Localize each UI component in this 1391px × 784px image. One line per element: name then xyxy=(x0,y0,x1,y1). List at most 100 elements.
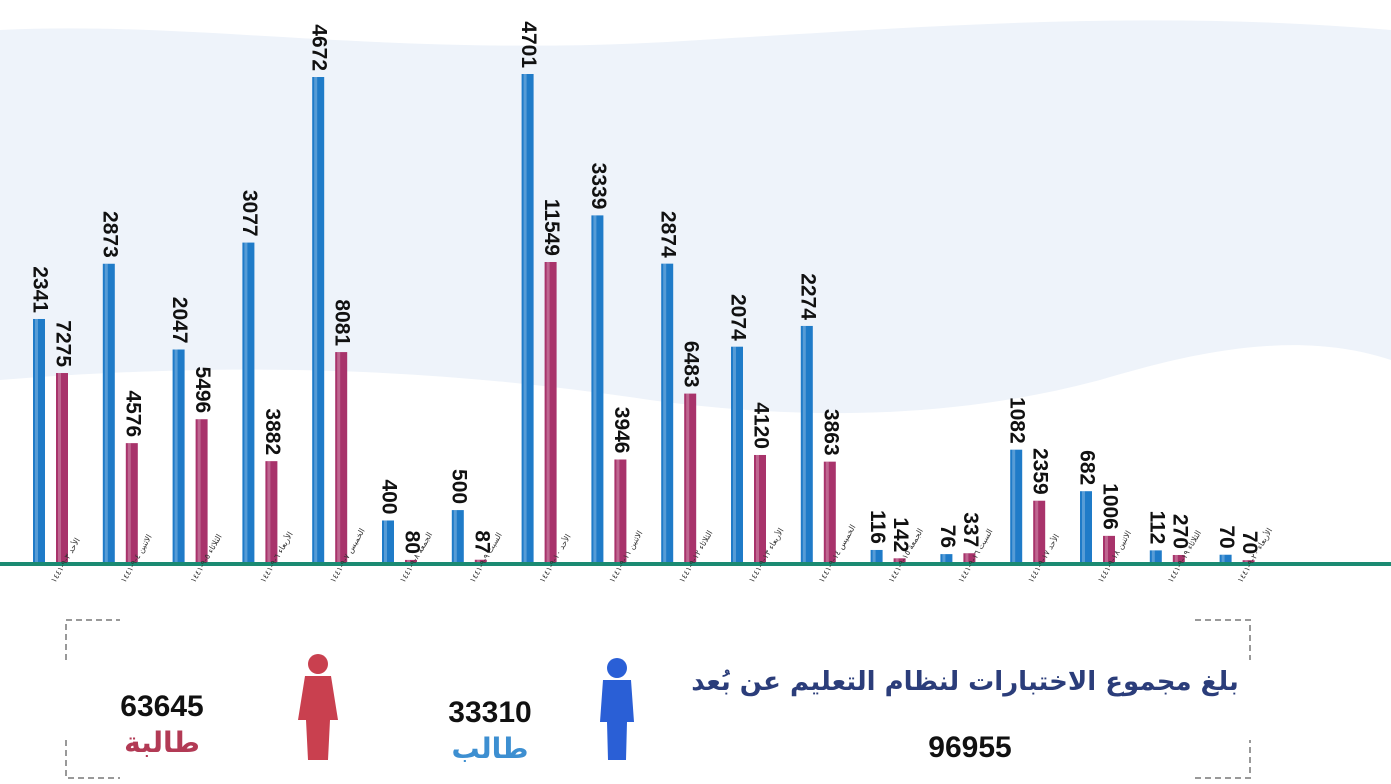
bar xyxy=(452,510,464,562)
bar-highlight xyxy=(826,462,829,562)
value-label: 76 xyxy=(936,525,959,548)
bar xyxy=(56,373,68,562)
value-label: 1006 xyxy=(1098,483,1121,530)
bar xyxy=(126,443,138,562)
bar xyxy=(33,319,45,562)
bar-highlight xyxy=(524,74,527,562)
bar-highlight xyxy=(663,264,666,562)
value-label: 7275 xyxy=(51,320,74,367)
value-label: 2274 xyxy=(796,273,819,320)
bar xyxy=(614,459,626,562)
bar-highlight xyxy=(267,461,270,562)
value-label: 2873 xyxy=(98,211,121,258)
value-label: 5496 xyxy=(191,367,214,414)
bar-highlight xyxy=(128,443,131,562)
value-label: 3339 xyxy=(587,163,610,210)
value-label: 2359 xyxy=(1029,448,1052,495)
grand-total: 96955 xyxy=(928,731,1011,764)
value-label: 2874 xyxy=(657,211,680,258)
bar-highlight xyxy=(547,262,550,562)
bar xyxy=(871,550,883,562)
bar xyxy=(591,215,603,562)
value-label: 6483 xyxy=(680,341,703,388)
value-label: 400 xyxy=(377,479,400,514)
value-label: 2074 xyxy=(726,294,749,341)
bar-highlight xyxy=(873,550,876,562)
bar xyxy=(824,462,836,562)
bar xyxy=(103,264,115,562)
bar xyxy=(173,350,185,562)
bar-highlight xyxy=(733,347,736,562)
bar-highlight xyxy=(58,373,61,562)
bar xyxy=(1080,491,1092,562)
bar xyxy=(731,347,743,562)
male-label: طالب xyxy=(451,732,528,765)
bar xyxy=(545,262,557,562)
female-icon xyxy=(298,654,338,760)
value-label: 682 xyxy=(1075,450,1098,485)
bar-highlight xyxy=(198,419,201,562)
value-label: 4672 xyxy=(308,24,331,71)
bar-highlight xyxy=(803,326,806,562)
bar-highlight xyxy=(593,215,596,562)
bar xyxy=(801,326,813,562)
bar xyxy=(312,77,324,562)
summary-title: بلغ مجموع الاختبارات لنظام التعليم عن بُ… xyxy=(691,667,1239,697)
bar-highlight xyxy=(756,455,759,562)
bar-highlight xyxy=(1152,550,1155,562)
bar-highlight xyxy=(454,510,457,562)
bar-highlight xyxy=(1035,501,1038,562)
bar-highlight xyxy=(942,554,945,562)
value-label: 8081 xyxy=(331,299,354,346)
bar xyxy=(1220,555,1232,562)
bar-highlight xyxy=(1082,491,1085,562)
bar xyxy=(335,352,347,562)
value-label: 3077 xyxy=(238,190,261,237)
bar xyxy=(196,419,208,562)
bar xyxy=(242,243,254,562)
bar-highlight xyxy=(1012,450,1015,562)
female-label: طالبة xyxy=(124,726,200,759)
value-label: 3863 xyxy=(819,409,842,456)
bar-highlight xyxy=(244,243,247,562)
bar-highlight xyxy=(314,77,317,562)
value-label: 1082 xyxy=(1006,397,1029,444)
bar-highlight xyxy=(686,394,689,562)
bar-highlight xyxy=(616,459,619,562)
value-label: 112 xyxy=(1145,510,1168,544)
bar xyxy=(754,455,766,562)
value-label: 500 xyxy=(447,469,470,504)
value-label: 70 xyxy=(1215,525,1238,548)
bar-highlight xyxy=(337,352,340,562)
x-tick-label: الخميس ٧-٩-١٤٤١ xyxy=(328,527,366,584)
bar xyxy=(522,74,534,562)
value-label: 4576 xyxy=(121,390,144,437)
page: {"chart_data": {"type": "bar", "categori… xyxy=(0,0,1391,784)
female-total: 63645 xyxy=(120,690,203,723)
value-label: 2047 xyxy=(168,297,191,344)
value-label: 2341 xyxy=(28,266,51,313)
infographic: 63645 طالبة 33310 طالب بلغ مجموع الاختبا… xyxy=(0,0,1391,784)
bar xyxy=(265,461,277,562)
x-tick-label: الخميس ١٤-٩-١٤٤١ xyxy=(817,523,858,584)
bar-highlight xyxy=(105,264,108,562)
value-label: 4120 xyxy=(749,402,772,449)
bar-highlight xyxy=(1222,555,1225,562)
bar-highlight xyxy=(35,319,38,562)
value-label: 3882 xyxy=(261,408,284,455)
value-label: 4701 xyxy=(517,21,540,68)
male-total: 33310 xyxy=(448,696,531,729)
frame-corners xyxy=(66,620,1250,778)
bar-highlight xyxy=(384,520,387,562)
bar xyxy=(1010,450,1022,562)
bar xyxy=(1150,550,1162,562)
bar xyxy=(382,520,394,562)
bar-highlight xyxy=(175,350,178,562)
value-label: 3946 xyxy=(610,407,633,454)
value-label: 116 xyxy=(866,510,889,544)
bar xyxy=(661,264,673,562)
value-label: 11549 xyxy=(540,199,563,256)
bar xyxy=(684,394,696,562)
male-icon xyxy=(600,658,634,760)
bar xyxy=(940,554,952,562)
